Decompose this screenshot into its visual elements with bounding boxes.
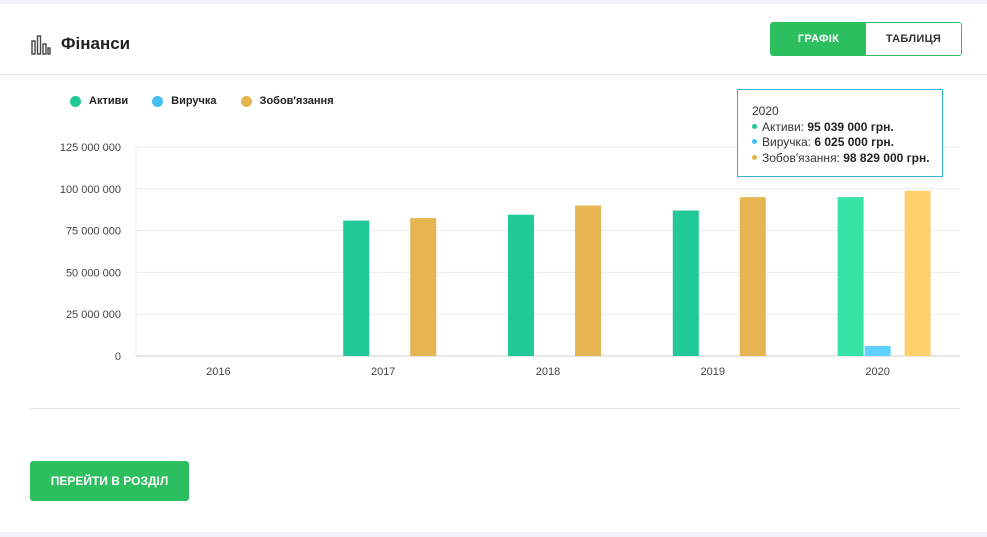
tooltip-label-revenue: Виручка:: [762, 135, 815, 149]
tooltip-value-assets: 95 039 000 грн.: [807, 119, 894, 134]
go-to-section-button[interactable]: ПЕРЕЙТИ В РОЗДІЛ: [30, 461, 189, 501]
chart-legend: Активи Виручка Зобов'язання: [70, 95, 334, 107]
legend-item-liabilities[interactable]: Зобов'язання: [240, 95, 334, 107]
bar-assets-2019: [672, 210, 699, 356]
tooltip-dot-revenue: [752, 139, 757, 145]
tooltip-dot-assets: [752, 123, 757, 129]
tooltip-row-assets: Активи: 95 039 000 грн.: [752, 120, 942, 136]
y-tick-label: 0: [115, 351, 121, 363]
x-tick-label: 2018: [536, 366, 560, 378]
bar-liabilities-2020: [904, 190, 931, 356]
tooltip-value-liabilities: 98 829 000 грн.: [843, 150, 930, 165]
tooltip-row-revenue: Виручка: 6 025 000 грн.: [752, 135, 942, 151]
legend-item-assets[interactable]: Активи: [70, 95, 128, 107]
page-title: Фінанси: [61, 34, 131, 53]
table-view-button[interactable]: ТАБЛИЦЯ: [866, 23, 961, 55]
chart-tooltip: 2020 Активи: 95 039 000 грн. Виручка: 6 …: [737, 89, 943, 177]
view-toggle: ГРАФІК ТАБЛИЦЯ: [770, 22, 962, 56]
y-tick-label: 50 000 000: [66, 267, 121, 279]
tooltip-year: 2020: [752, 104, 779, 118]
chart-view-button[interactable]: ГРАФІК: [771, 23, 866, 55]
y-tick-label: 25 000 000: [66, 309, 121, 321]
legend-item-revenue[interactable]: Виручка: [152, 95, 217, 107]
legend-dot-liabilities: [240, 95, 252, 107]
tooltip-row-liabilities: Зобов'язання: 98 829 000 грн.: [752, 151, 942, 167]
bar-liabilities-2017: [410, 218, 437, 356]
y-tick-label: 125 000 000: [60, 142, 121, 154]
x-tick-label: 2016: [206, 366, 230, 378]
legend-dot-revenue: [152, 95, 164, 107]
x-tick-label: 2020: [865, 366, 889, 378]
tooltip-label-assets: Активи:: [762, 119, 808, 134]
legend-label-assets: Активи: [89, 95, 129, 107]
bar-liabilities-2019: [739, 197, 766, 356]
bar-chart-icon: [31, 35, 51, 55]
bar-assets-2017: [343, 220, 370, 356]
bar-liabilities-2018: [575, 205, 601, 356]
y-tick-label: 75 000 000: [66, 226, 121, 238]
legend-label-liabilities: Зобов'язання: [259, 95, 334, 107]
card-header: Фінанси ГРАФІК ТАБЛИЦЯ: [0, 4, 987, 75]
legend-label-revenue: Виручка: [171, 95, 217, 107]
x-tick-label: 2019: [701, 366, 725, 378]
bar-assets-2018: [508, 214, 534, 356]
bar-assets-2020: [837, 197, 864, 356]
section-divider: [30, 408, 960, 409]
legend-dot-assets: [70, 95, 81, 107]
tooltip-label-liabilities: Зобов'язання:: [762, 150, 844, 165]
x-tick-label: 2017: [371, 366, 395, 378]
tooltip-dot-liabilities: [752, 154, 757, 160]
y-tick-label: 100 000 000: [60, 184, 121, 196]
bar-revenue-2020: [864, 345, 891, 356]
tooltip-value-revenue: 6 025 000 грн.: [814, 135, 894, 149]
